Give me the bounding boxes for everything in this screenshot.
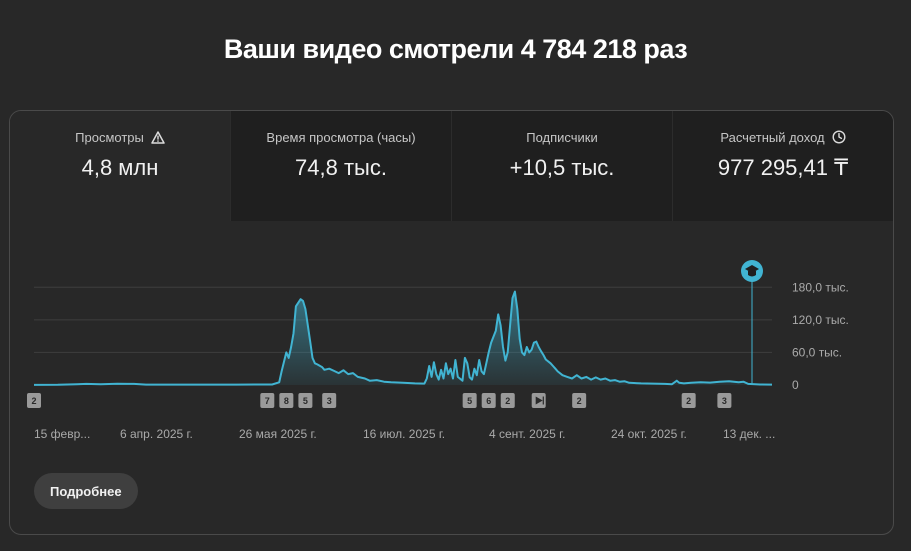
event-marker — [260, 393, 275, 408]
event-marker — [681, 393, 696, 408]
metric-value-views: 4,8 млн — [81, 155, 159, 180]
y-tick-label: 120,0 тыс. — [792, 313, 849, 327]
metric-label-revenue: Расчетный доход — [720, 129, 825, 145]
warning-icon — [151, 130, 165, 144]
series-area-views — [34, 291, 772, 385]
x-tick-label: 13 дек. ... — [723, 427, 775, 441]
event-marker — [27, 393, 41, 408]
x-tick-label: 15 февр... — [34, 427, 90, 441]
y-tick-label: 0 — [792, 378, 799, 392]
event-marker — [481, 393, 496, 408]
event-marker — [572, 393, 587, 408]
metrics-tabs: Просмотры 4,8 млн Время просмотра (часы)… — [10, 111, 893, 221]
event-marker-play-icon — [535, 396, 543, 405]
event-marker — [500, 393, 515, 408]
y-tick-label: 180,0 тыс. — [792, 280, 849, 294]
x-tick-label: 26 мая 2025 г. — [239, 427, 317, 441]
event-marker-label: 3 — [327, 396, 332, 406]
metric-value-revenue: 977 295,41 ₸ — [717, 155, 849, 180]
x-tick-label: 6 апр. 2025 г. — [120, 427, 193, 441]
metric-value-subscribers: +10,5 тыс. — [509, 155, 615, 180]
tab-watch-time[interactable]: Время просмотра (часы) 74,8 тыс. — [231, 111, 452, 221]
event-marker-label: 2 — [505, 396, 510, 406]
event-marker-label: 5 — [303, 396, 308, 406]
analytics-card: Просмотры 4,8 млн Время просмотра (часы)… — [9, 110, 894, 535]
more-button[interactable]: Подробнее — [34, 473, 138, 509]
x-tick-label: 16 июл. 2025 г. — [363, 427, 445, 441]
tab-subscribers[interactable]: Подписчики +10,5 тыс. — [452, 111, 673, 221]
event-marker — [279, 393, 294, 408]
event-marker-label: 2 — [577, 396, 582, 406]
event-marker — [717, 393, 732, 408]
event-marker-label: 6 — [486, 396, 491, 406]
x-tick-label: 4 сент. 2025 г. — [489, 427, 565, 441]
event-marker-label: 2 — [31, 396, 36, 406]
event-marker — [298, 393, 313, 408]
event-marker-label: 8 — [284, 396, 289, 406]
series-line-views — [33, 290, 773, 386]
event-marker-play-bar — [542, 396, 544, 405]
event-marker-label: 7 — [265, 396, 270, 406]
tab-revenue[interactable]: Расчетный доход 977 295,41 ₸ — [673, 111, 893, 221]
metric-label-subscribers: Подписчики — [526, 129, 598, 145]
metric-label-watch-time: Время просмотра (часы) — [266, 129, 416, 145]
metric-value-watch-time: 74,8 тыс. — [295, 155, 387, 180]
clock-icon — [832, 130, 846, 144]
tab-views[interactable]: Просмотры 4,8 млн — [10, 111, 231, 221]
views-chart[interactable]: 0 60,0 тыс. 120,0 тыс. 180,0 тыс. 2 7 8 5 3 5 6 2 2 2… — [10, 111, 893, 451]
x-tick-label: 24 окт. 2025 г. — [611, 427, 687, 441]
page-title: Ваши видео смотрели 4 784 218 раз — [223, 34, 688, 64]
graduation-cap-base — [748, 271, 756, 277]
event-marker — [322, 393, 337, 408]
event-marker-label: 2 — [686, 396, 691, 406]
event-marker-label: 3 — [722, 396, 727, 406]
event-marker — [462, 393, 477, 408]
y-tick-label: 60,0 тыс. — [792, 345, 842, 359]
event-marker-label: 5 — [467, 396, 472, 406]
metric-label-views: Просмотры — [75, 129, 144, 145]
